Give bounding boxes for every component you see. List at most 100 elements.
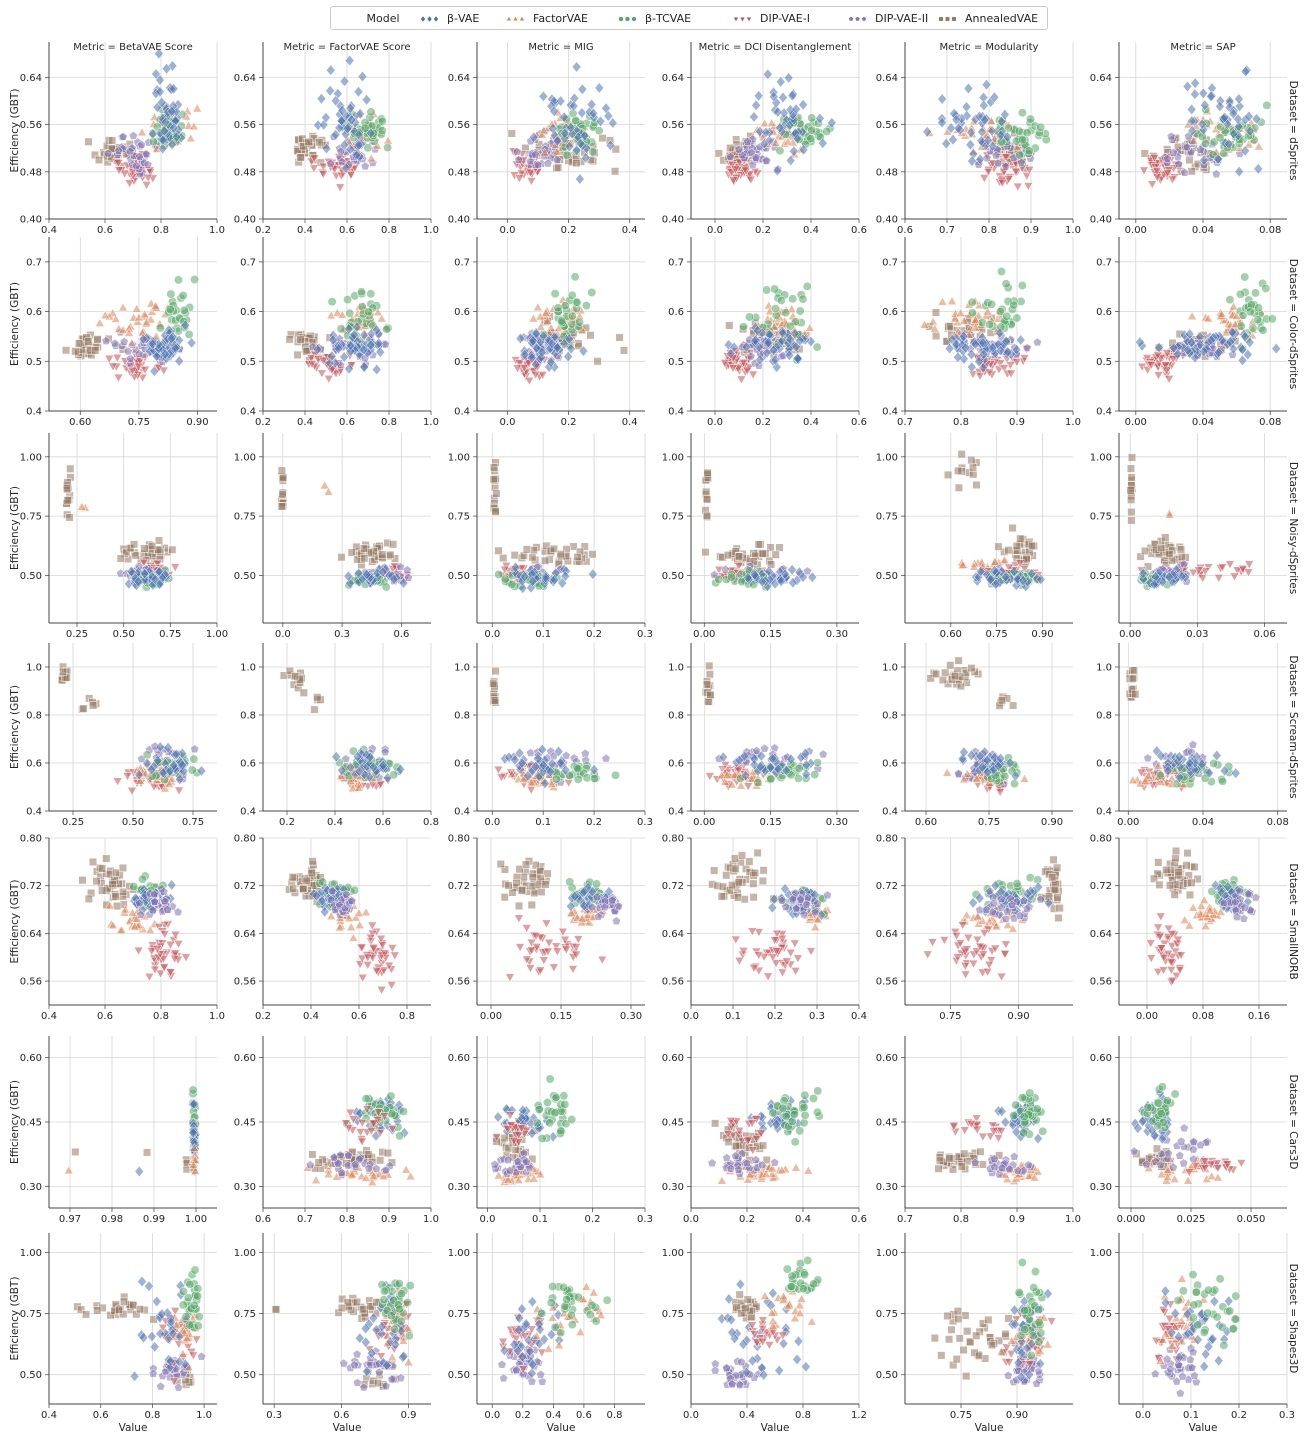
point-annealedvae [1127,516,1136,525]
x-tick-label: 0.4 [297,417,313,428]
column-title: Metric = DCI Disentanglement [699,42,852,53]
row-title: Dataset = Color-dSprites [1287,259,1299,389]
panel-color-dsprites-factorvae-score: 0.40.50.60.70.2 0.4 0.6 0.8 1.0 [240,237,439,428]
y-tick-label: 0.8 [26,711,42,722]
point-dip-vae-i [526,785,537,795]
point-annealedvae [490,696,499,705]
point-beta-tcvae [781,308,791,318]
point-beta-tcvae [753,778,763,788]
point-beta-vae [151,68,161,80]
point-annealedvae [724,551,733,560]
point-beta-vae [154,48,164,60]
point-annealedvae [347,548,356,557]
point-annealedvae [705,670,714,679]
y-tick-label: 0.6 [26,307,42,318]
point-beta-tcvae [812,342,822,352]
point-beta-vae [167,60,178,72]
point-annealedvae [954,483,963,492]
point-beta-vae [156,96,167,109]
point-beta-tcvae [174,275,183,285]
point-beta-vae [1190,77,1200,89]
y-tick-label: 0.6 [882,307,898,318]
point-factorvae [1019,773,1030,783]
point-factorvae [118,302,128,312]
point-beta-tcvae [383,143,393,152]
x-tick-label: 1.00 [206,629,228,640]
point-factorvae [942,767,953,777]
point-beta-vae [357,70,368,83]
point-annealedvae [1127,473,1136,482]
point-beta-vae [168,83,179,95]
point-annealedvae [1127,508,1136,517]
x-tick-label: 0.25 [62,817,84,828]
point-annealedvae [71,347,80,356]
point-beta-vae [577,83,588,95]
point-beta-vae [937,93,947,105]
point-annealedvae [771,550,780,559]
point-dip-vae-i [127,787,137,796]
point-beta-vae [148,128,158,140]
point-annealedvae [528,553,537,562]
y-tick-label: 0.8 [1096,711,1112,722]
point-dip-vae-ii [131,161,141,170]
x-tick-label: 0.6 [97,225,113,236]
y-tick-label: 0.50 [876,571,898,582]
x-tick-label: 0.3 [637,817,653,828]
legend-label: DIP-VAE-I [760,12,810,25]
point-beta-tcvae [336,324,346,334]
point-beta-vae [345,143,356,155]
point-beta-vae [571,61,582,73]
point-annealedvae [1129,666,1138,675]
x-tick-label: 0.6 [393,629,409,640]
scatter-points [285,287,393,384]
x-tick-label: 0.2 [586,817,602,828]
x-tick-label: 0.9 [1009,417,1025,428]
point-beta-tcvae [714,575,724,584]
point-factorvae [131,303,142,313]
point-beta-tcvae [357,287,366,297]
point-beta-vae [1234,166,1244,178]
x-tick-label: 0.6 [851,225,867,236]
point-dip-vae-ii [119,337,129,346]
column-title: Metric = FactorVAE Score [284,42,411,53]
y-tick-label: 1.00 [662,452,684,463]
point-annealedvae [972,480,981,489]
y-tick-label: 0.8 [882,711,898,722]
x-tick-label: 0.0 [500,417,516,428]
legend-marker [951,16,957,22]
y-tick-label: 0.4 [882,407,898,418]
panel-color-dsprites-mig: 0.40.50.60.70.0 0.2 0.4 [454,237,645,428]
point-annealedvae [116,554,125,563]
y-tick-label: 0.50 [20,571,42,582]
y-tick-label: 0.56 [234,120,256,131]
point-dip-vae-i [170,563,181,573]
x-tick-label: 0.06 [1253,629,1275,640]
x-tick-label: 0.2 [586,629,602,640]
point-beta-tcvae [807,125,817,135]
point-beta-tcvae [1267,314,1277,324]
point-annealedvae [734,552,743,561]
point-beta-tcvae [968,308,977,318]
y-tick-label: 0.40 [662,215,684,226]
point-beta-vae [355,108,365,120]
panel-scream-dsprites-modularity: 0.40.60.81.00.60 0.75 0.90 [882,643,1073,828]
point-annealedvae [63,484,72,493]
point-dip-vae-i [979,174,990,184]
point-beta-vae [157,142,168,155]
y-tick-label: 0.75 [448,512,470,523]
y-tick-label: 0.5 [882,357,898,368]
point-annealedvae [957,450,966,459]
scatter-points [919,267,1042,381]
y-tick-label: 0.50 [1090,571,1112,582]
point-factorvae [528,313,539,323]
point-beta-vae [316,93,327,105]
point-dip-vae-ii [337,157,347,166]
point-annealedvae [108,136,117,145]
point-beta-vae [174,355,184,367]
point-beta-tcvae [1253,315,1263,325]
point-annealedvae [59,667,68,676]
point-beta-tcvae [985,320,994,329]
point-annealedvae [541,556,550,565]
point-factorvae [1187,311,1197,320]
